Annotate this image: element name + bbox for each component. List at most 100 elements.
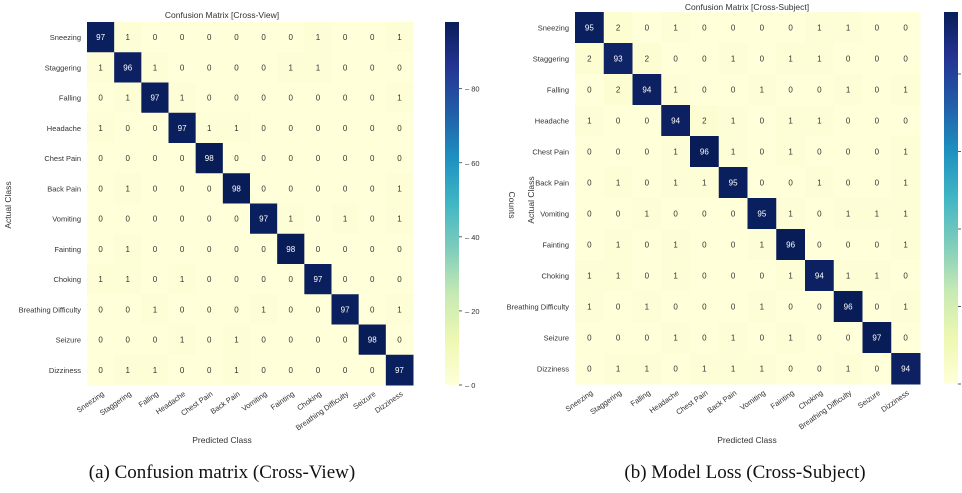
heatmap-cell [331, 173, 360, 204]
cell-value-label: 0 [760, 334, 765, 343]
cell-value-label: 1 [126, 33, 131, 42]
heatmap-cell [304, 203, 332, 235]
heatmap-cell [114, 22, 142, 53]
heatmap-cell [304, 22, 332, 53]
cell-value-label: 0 [180, 366, 185, 375]
heatmap-cell [87, 354, 115, 386]
heatmap-cell [222, 173, 251, 204]
cell-value-label: 96 [700, 148, 709, 157]
cell-value-label: 0 [180, 245, 185, 254]
heatmap-cell [168, 22, 197, 53]
cell-value-label: 1 [234, 124, 239, 133]
heatmap-cell [168, 82, 197, 114]
heatmap-cell [575, 198, 605, 230]
heatmap-cell [114, 203, 142, 235]
heatmap-cell [141, 294, 169, 325]
cell-value-label: 97 [96, 33, 105, 42]
cell-value-label: 0 [587, 86, 592, 95]
cell-value-label: 1 [616, 365, 621, 374]
cell-value-label: 95 [729, 179, 738, 188]
cell-value-label: 0 [731, 272, 736, 281]
heatmap-cell [168, 173, 197, 204]
cell-value-label: 0 [261, 154, 266, 163]
cell-value-label: 0 [153, 275, 158, 284]
heatmap-cell [891, 291, 921, 323]
cell-value-label: 1 [234, 336, 239, 345]
colorbar-tick-label: – 40 [465, 233, 480, 242]
heatmap-cell [277, 233, 305, 265]
heatmap-cell [195, 203, 224, 235]
heatmap-cell [632, 229, 662, 261]
heatmap-cell [195, 112, 224, 144]
heatmap-cell [168, 233, 197, 265]
cell-value-label: 1 [846, 24, 851, 33]
heatmap-cell [141, 203, 169, 235]
heatmap-cell [718, 136, 748, 168]
heatmap-cell [891, 353, 921, 385]
cell-value-label: 1 [702, 179, 707, 188]
heatmap-cell [114, 52, 142, 83]
heatmap-cell [805, 198, 835, 230]
y-tick-label: Staggering [533, 55, 569, 64]
heatmap-cell [718, 291, 748, 323]
heatmap-cell [862, 105, 892, 137]
heatmap-cell [222, 264, 251, 295]
heatmap-cell [195, 143, 224, 174]
y-tick-label: Sneezing [538, 24, 569, 33]
heatmap-cell [87, 233, 115, 265]
cell-value-label: 0 [343, 275, 348, 284]
cell-value-label: 1 [126, 184, 131, 193]
heatmap-cell [195, 173, 224, 204]
cell-value-label: 0 [343, 245, 348, 254]
cell-value-label: 1 [788, 148, 793, 157]
cell-value-label: 0 [343, 94, 348, 103]
cell-value-label: 1 [153, 366, 158, 375]
cell-value-label: 1 [731, 334, 736, 343]
cell-value-label: 1 [673, 334, 678, 343]
cell-value-label: 1 [788, 117, 793, 126]
x-tick-label: Falling [629, 388, 652, 408]
cell-value-label: 1 [903, 86, 908, 95]
cell-value-label: 0 [846, 179, 851, 188]
heatmap-cell [632, 105, 662, 137]
cell-value-label: 0 [153, 245, 158, 254]
heatmap-cell [385, 112, 414, 144]
cell-value-label: 95 [757, 210, 766, 219]
heatmap-cell [222, 143, 251, 174]
cell-value-label: 97 [259, 215, 268, 224]
cell-value-label: 0 [645, 179, 650, 188]
heatmap-cell [250, 203, 278, 235]
heatmap-cell [168, 52, 197, 83]
heatmap-cell [385, 173, 414, 204]
heatmap-cell [222, 52, 251, 83]
cell-value-label: 0 [370, 94, 375, 103]
cell-value-label: 0 [289, 366, 294, 375]
y-tick-label: Seizure [544, 334, 569, 343]
cell-value-label: 1 [587, 303, 592, 312]
cell-value-label: 0 [261, 366, 266, 375]
cell-value-label: 96 [123, 63, 132, 72]
cell-value-label: 0 [234, 275, 239, 284]
heatmap-cell [862, 322, 892, 354]
cell-value-label: 1 [875, 210, 880, 219]
colorbar-tick-label: – 80 [465, 85, 480, 94]
heatmap-cell [222, 354, 251, 386]
cell-value-label: 1 [817, 24, 822, 33]
cell-value-label: 0 [846, 55, 851, 64]
y-tick-labels: Sneezing Staggering Falling Headache Chest P… [19, 33, 82, 375]
heatmap-cell [222, 233, 251, 265]
y-tick-label: Breathing Difficulty [507, 303, 570, 312]
cell-value-label: 0 [343, 154, 348, 163]
heatmap-cell [385, 143, 414, 174]
cell-value-label: 0 [788, 24, 793, 33]
cell-value-label: 0 [587, 148, 592, 157]
cell-value-label: 0 [731, 303, 736, 312]
cell-value-label: 0 [817, 86, 822, 95]
heatmap-cell [862, 291, 892, 323]
cell-value-label: 1 [788, 272, 793, 281]
heatmap-cell [87, 173, 115, 204]
heatmap-cell [277, 294, 305, 325]
heatmap-cell [358, 264, 387, 295]
heatmap-cell [690, 43, 720, 75]
cell-value-label: 2 [702, 117, 707, 126]
